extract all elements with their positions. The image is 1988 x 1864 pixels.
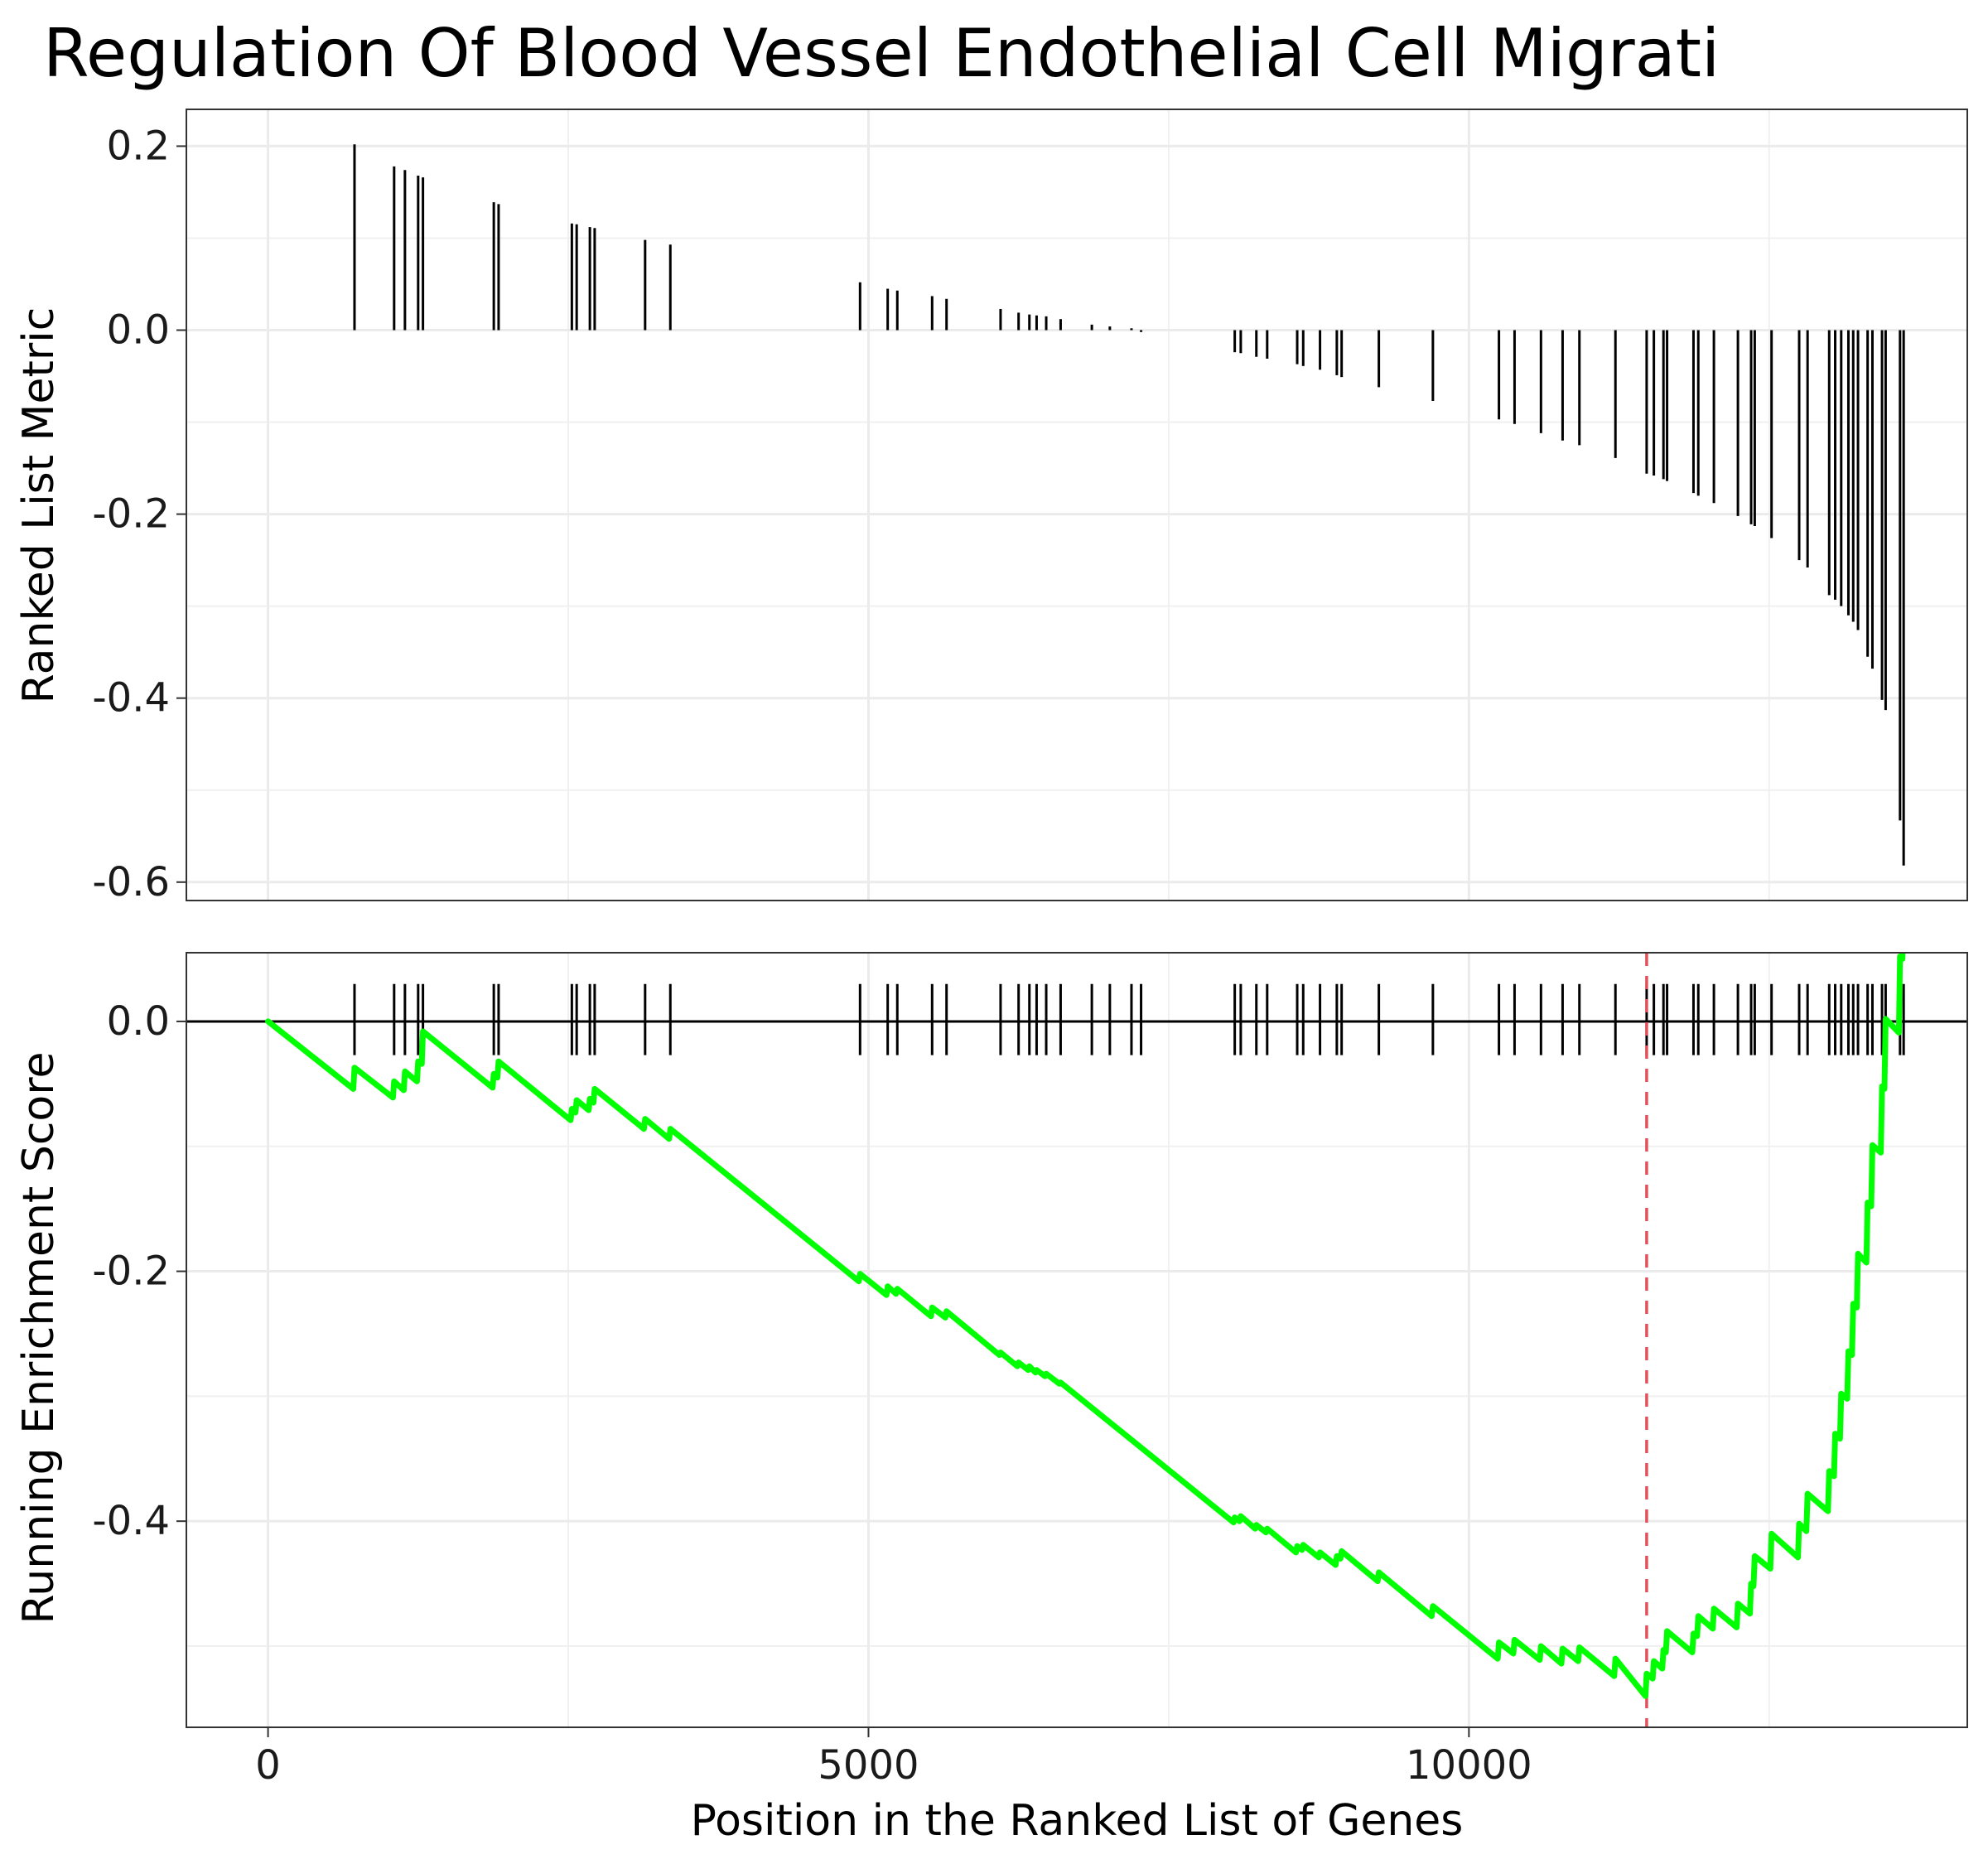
top-y-tick-label: -0.2 bbox=[92, 491, 170, 538]
chart-title: Regulation Of Blood Vessel Endothelial C… bbox=[43, 15, 1720, 92]
running-es-line bbox=[265, 953, 1906, 1699]
ranked-metric-bars bbox=[353, 144, 1905, 866]
running-es-panel: 0.0 -0.2 -0.4 0 5000 10000 Running Enrichmen… bbox=[14, 952, 1968, 1846]
top-y-tick-label: 0.2 bbox=[107, 123, 170, 169]
bottom-y-tick-label: -0.2 bbox=[92, 1248, 170, 1295]
top-panel-border bbox=[186, 109, 1968, 901]
top-y-tick-label: -0.6 bbox=[92, 859, 170, 905]
top-y-tick-label: 0.0 bbox=[107, 307, 170, 354]
gene-hit-ticks bbox=[353, 983, 1905, 1055]
bottom-panel-border bbox=[186, 952, 1968, 1728]
top-panel-grid bbox=[186, 109, 1967, 901]
ranked-metric-panel: 0.2 0.0 -0.2 -0.4 -0.6 Ranked List Metric bbox=[14, 109, 1968, 905]
bottom-panel-background bbox=[186, 953, 1967, 1727]
bottom-y-axis-title: Running Enrichment Score bbox=[14, 1052, 64, 1625]
bottom-y-tick-label: 0.0 bbox=[107, 998, 170, 1045]
top-y-axis-title: Ranked List Metric bbox=[14, 307, 64, 704]
top-panel-background bbox=[186, 109, 1967, 901]
x-tick-label: 10000 bbox=[1406, 1742, 1532, 1789]
bottom-x-axis: 0 5000 10000 bbox=[255, 1727, 1532, 1789]
x-tick-label: 0 bbox=[255, 1742, 281, 1789]
bottom-y-tick-label: -0.4 bbox=[92, 1498, 170, 1544]
running-es-curve bbox=[265, 953, 1906, 1699]
x-axis-title: Position in the Ranked List of Genes bbox=[691, 1796, 1464, 1846]
x-tick-label: 5000 bbox=[818, 1742, 919, 1789]
top-y-axis: 0.2 0.0 -0.2 -0.4 -0.6 bbox=[92, 123, 186, 905]
bottom-y-axis: 0.0 -0.2 -0.4 bbox=[92, 998, 186, 1544]
top-y-tick-label: -0.4 bbox=[92, 675, 170, 722]
